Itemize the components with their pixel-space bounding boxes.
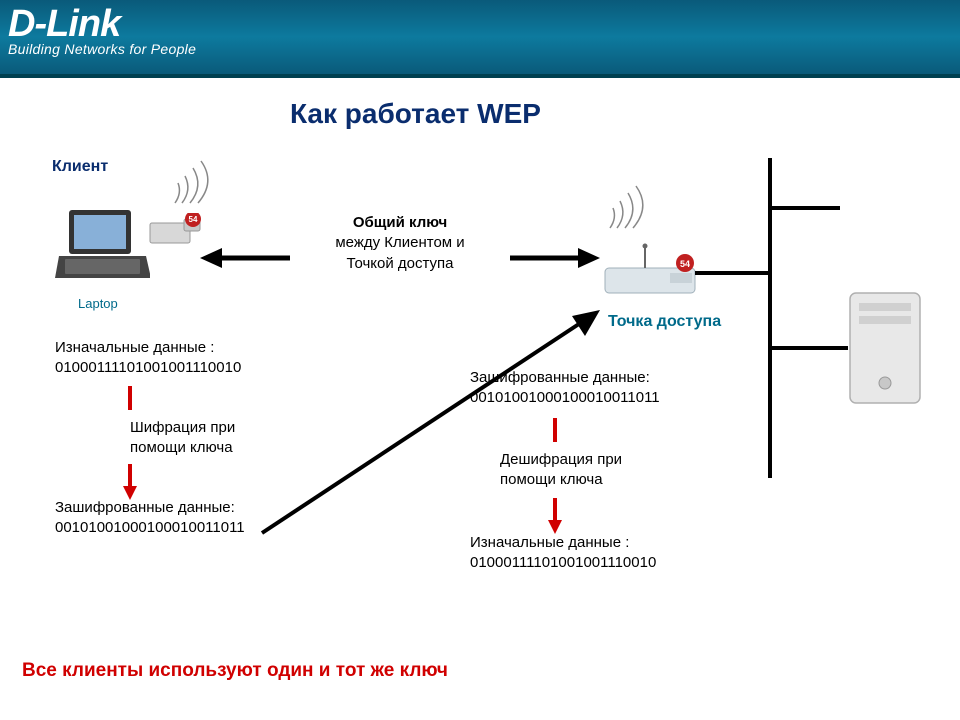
footer-note: Все клиенты используют один и тот же клю… xyxy=(22,660,448,682)
red-arrow-right-icon xyxy=(547,496,563,534)
logo-tagline: Building Networks for People xyxy=(8,41,196,57)
arrow-left-icon xyxy=(200,243,300,273)
decrypt-right-block: Дешифрация при помощи ключа xyxy=(500,450,622,491)
encrypted-left-block: Зашифрованные данные: 001010010001000100… xyxy=(55,498,245,539)
encrypted-right-label: Зашифрованные данные: xyxy=(470,368,660,388)
svg-text:54: 54 xyxy=(189,215,198,224)
initial-data-left: Изначальные данные : 0100011110100100111… xyxy=(55,338,241,379)
access-point-icon: 54 xyxy=(600,243,700,298)
red-connector-left-1 xyxy=(128,386,132,410)
encrypt-left-line1: Шифрация при xyxy=(130,418,235,438)
laptop-icon xyxy=(55,208,150,283)
header-bar: D-Link Building Networks for People xyxy=(0,0,960,78)
logo-block: D-Link Building Networks for People xyxy=(8,5,196,57)
decrypt-right-line1: Дешифрация при xyxy=(500,450,622,470)
initial-bits-left: 010001111010010011100​10 xyxy=(55,358,241,378)
encrypt-left-line2: помощи ключа xyxy=(130,438,235,458)
server-icon xyxy=(845,288,925,408)
shared-key-block: Общий ключ между Клиентом и Точкой досту… xyxy=(300,213,500,274)
red-arrow-left-icon xyxy=(122,462,138,500)
initial-data-right-label: Изначальные данные : xyxy=(470,533,656,553)
wifi-signal-left-icon xyxy=(170,158,230,208)
red-connector-right-1 xyxy=(553,418,557,442)
wifi-signal-right-icon xyxy=(605,183,665,233)
encrypted-left-label: Зашифрованные данные: xyxy=(55,498,245,518)
encrypt-left-block: Шифрация при помощи ключа xyxy=(130,418,235,459)
encrypted-right-block: Зашифрованные данные: 001010010001000100… xyxy=(470,368,660,409)
shared-key-line2: Точкой доступа xyxy=(300,254,500,274)
initial-bits-right: 010001111010010011100​10 xyxy=(470,553,656,573)
shared-key-line1: между Клиентом и xyxy=(300,233,500,253)
svg-text:54: 54 xyxy=(680,259,690,269)
access-point-label: Точка доступа xyxy=(608,313,721,331)
encrypted-bits-right: 001010010001000100110​11 xyxy=(470,388,660,408)
logo-main: D-Link xyxy=(8,5,196,43)
shared-key-title: Общий ключ xyxy=(300,213,500,233)
initial-data-left-label: Изначальные данные : xyxy=(55,338,241,358)
wifi-card-icon: 54 xyxy=(148,213,203,248)
laptop-label: Laptop xyxy=(78,295,118,313)
decrypt-right-line2: помощи ключа xyxy=(500,470,622,490)
page-title: Как работает WEP xyxy=(290,98,541,130)
arrow-right-icon xyxy=(500,243,600,273)
diagram-canvas: Как работает WEP Клиент Laptop 54 Общий … xyxy=(0,78,960,720)
client-label: Клиент xyxy=(52,158,108,176)
encrypted-bits-left: 001010010001000100110​11 xyxy=(55,518,245,538)
initial-data-right-block: Изначальные данные : 0100011110100100111… xyxy=(470,533,656,574)
